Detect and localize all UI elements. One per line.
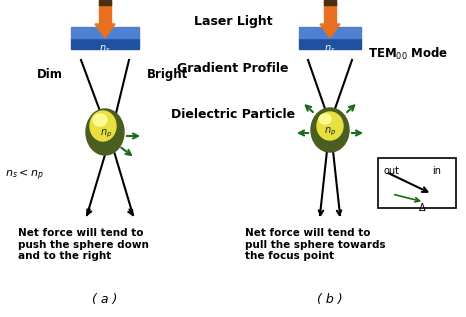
Bar bbox=[299, 38, 361, 49]
Text: $n_s$: $n_s$ bbox=[99, 43, 111, 55]
Text: Laser Light: Laser Light bbox=[194, 16, 272, 29]
Text: Net force will tend to
pull the sphere towards
the focus point: Net force will tend to pull the sphere t… bbox=[245, 228, 386, 261]
Text: in: in bbox=[432, 166, 441, 176]
Text: $\Delta$: $\Delta$ bbox=[418, 201, 426, 213]
Text: Bright: Bright bbox=[147, 68, 188, 81]
Bar bbox=[99, 0, 111, 5]
Polygon shape bbox=[320, 24, 340, 38]
Ellipse shape bbox=[311, 108, 349, 152]
Ellipse shape bbox=[317, 112, 343, 140]
Ellipse shape bbox=[93, 114, 107, 126]
Text: $n_p$: $n_p$ bbox=[100, 128, 112, 140]
Text: out: out bbox=[384, 166, 400, 176]
Bar bbox=[324, 0, 336, 5]
Text: ( a ): ( a ) bbox=[92, 294, 118, 307]
Text: $n_s < n_p$: $n_s < n_p$ bbox=[5, 167, 44, 183]
Ellipse shape bbox=[90, 111, 116, 141]
Bar bbox=[71, 27, 139, 38]
Text: $n_s$: $n_s$ bbox=[324, 43, 336, 55]
Text: TEM$_{00}$ Mode: TEM$_{00}$ Mode bbox=[368, 46, 448, 62]
Bar bbox=[378, 158, 456, 208]
Text: Dielectric Particle: Dielectric Particle bbox=[171, 108, 295, 121]
Text: Gradient Profile: Gradient Profile bbox=[177, 61, 289, 74]
Ellipse shape bbox=[86, 109, 124, 155]
Ellipse shape bbox=[319, 114, 331, 124]
Bar bbox=[299, 27, 361, 38]
Bar bbox=[99, 0, 111, 24]
Text: $n_p$: $n_p$ bbox=[324, 126, 336, 138]
Bar bbox=[71, 38, 139, 49]
Text: ( b ): ( b ) bbox=[317, 294, 343, 307]
Text: Net force will tend to
push the sphere down
and to the right: Net force will tend to push the sphere d… bbox=[18, 228, 149, 261]
Text: Dim: Dim bbox=[37, 68, 63, 81]
Bar bbox=[324, 0, 336, 24]
Polygon shape bbox=[95, 24, 115, 38]
